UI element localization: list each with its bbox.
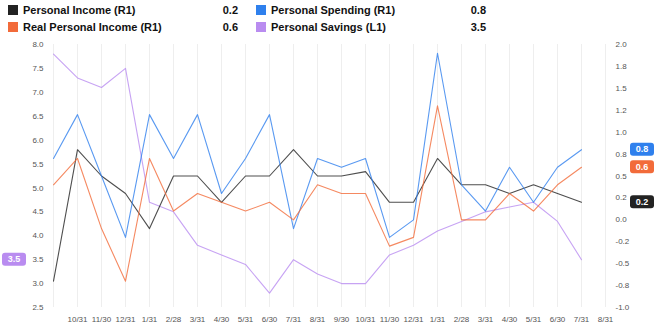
svg-text:1.2: 1.2 <box>616 106 628 115</box>
svg-text:8/31: 8/31 <box>598 315 614 324</box>
svg-text:7.0: 7.0 <box>32 88 44 97</box>
svg-text:7.5: 7.5 <box>32 64 44 73</box>
svg-text:-0.8: -0.8 <box>616 281 630 290</box>
svg-text:0.0: 0.0 <box>616 215 628 224</box>
svg-text:5/31: 5/31 <box>526 315 542 324</box>
html-text:0.6: 0.6 <box>222 20 238 33</box>
html-text:3.5: 3.5 <box>470 20 486 33</box>
svg-text:6/30: 6/30 <box>262 315 278 324</box>
html-text:Personal Spending (R1): Personal Spending (R1) <box>271 4 396 17</box>
svg-text:7/31: 7/31 <box>286 315 302 324</box>
svg-text:1/31: 1/31 <box>430 315 446 324</box>
svg-text:1.0: 1.0 <box>616 128 628 137</box>
html-text:Real Personal Income (R1): Real Personal Income (R1) <box>23 20 162 33</box>
svg-text:6.5: 6.5 <box>32 112 44 121</box>
svg-text:2.5: 2.5 <box>32 303 44 312</box>
svg-text:4.0: 4.0 <box>32 231 44 240</box>
svg-text:8/31: 8/31 <box>310 315 326 324</box>
svg-text:0.8: 0.8 <box>616 150 628 159</box>
svg-text:4/30: 4/30 <box>502 315 518 324</box>
html-text:0.8: 0.8 <box>470 4 486 17</box>
svg-text:3.5: 3.5 <box>32 255 44 264</box>
svg-text:2.0: 2.0 <box>616 40 628 49</box>
svg-text:5/31: 5/31 <box>238 315 254 324</box>
svg-text:4/30: 4/30 <box>214 315 230 324</box>
svg-text:8.0: 8.0 <box>32 40 44 49</box>
svg-text:10/31: 10/31 <box>355 315 376 324</box>
svg-text:12/31: 12/31 <box>115 315 136 324</box>
svg-text:-0.2: -0.2 <box>616 237 630 246</box>
html-text:Personal Income (R1): Personal Income (R1) <box>23 4 136 17</box>
svg-text:3.0: 3.0 <box>32 279 44 288</box>
svg-text:7/31: 7/31 <box>574 315 590 324</box>
svg-text:4.5: 4.5 <box>32 207 44 216</box>
svg-text:5.0: 5.0 <box>32 184 44 193</box>
svg-text:6/30: 6/30 <box>550 315 566 324</box>
svg-text:9/30: 9/30 <box>334 315 350 324</box>
svg-text:2/28: 2/28 <box>454 315 470 324</box>
svg-text:5.5: 5.5 <box>32 160 44 169</box>
svg-text:0.8: 0.8 <box>636 144 649 154</box>
svg-text:0.2: 0.2 <box>636 197 649 207</box>
svg-text:3.5: 3.5 <box>8 254 21 264</box>
svg-text:1.8: 1.8 <box>616 62 628 71</box>
svg-text:3/31: 3/31 <box>190 315 206 324</box>
svg-text:12/31: 12/31 <box>403 315 424 324</box>
svg-text:-0.5: -0.5 <box>616 259 630 268</box>
svg-text:3/31: 3/31 <box>478 315 494 324</box>
svg-text:11/30: 11/30 <box>92 315 112 324</box>
svg-text:0.6: 0.6 <box>636 162 649 172</box>
svg-text:11/30: 11/30 <box>380 315 400 324</box>
svg-text:1.5: 1.5 <box>616 84 628 93</box>
html-text:0.2: 0.2 <box>222 4 238 17</box>
svg-text:0.5: 0.5 <box>616 172 628 181</box>
svg-text:0.2: 0.2 <box>616 193 628 202</box>
svg-text:2/28: 2/28 <box>166 315 182 324</box>
svg-text:10/31: 10/31 <box>67 315 88 324</box>
svg-text:6.0: 6.0 <box>32 136 44 145</box>
html-text:Personal Savings (L1): Personal Savings (L1) <box>271 20 386 33</box>
svg-text:-1.0: -1.0 <box>616 303 630 312</box>
svg-text:1/31: 1/31 <box>142 315 158 324</box>
